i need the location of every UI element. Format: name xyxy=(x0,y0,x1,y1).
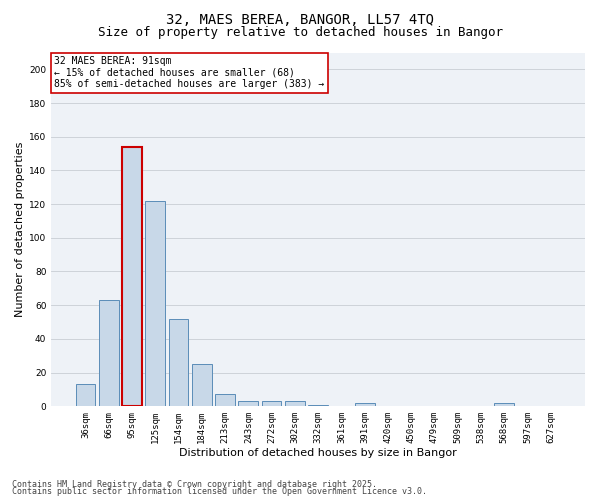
Text: Contains public sector information licensed under the Open Government Licence v3: Contains public sector information licen… xyxy=(12,487,427,496)
Bar xyxy=(215,394,235,406)
Text: Size of property relative to detached houses in Bangor: Size of property relative to detached ho… xyxy=(97,26,503,39)
Bar xyxy=(99,300,119,406)
Bar xyxy=(169,318,188,406)
Bar xyxy=(122,147,142,406)
Bar xyxy=(192,364,212,406)
Bar xyxy=(355,403,374,406)
Bar xyxy=(494,403,514,406)
Text: Contains HM Land Registry data © Crown copyright and database right 2025.: Contains HM Land Registry data © Crown c… xyxy=(12,480,377,489)
Bar xyxy=(145,200,165,406)
Bar xyxy=(285,401,305,406)
Bar xyxy=(238,401,258,406)
Text: 32 MAES BEREA: 91sqm
← 15% of detached houses are smaller (68)
85% of semi-detac: 32 MAES BEREA: 91sqm ← 15% of detached h… xyxy=(54,56,324,89)
Text: 32, MAES BEREA, BANGOR, LL57 4TQ: 32, MAES BEREA, BANGOR, LL57 4TQ xyxy=(166,12,434,26)
Bar xyxy=(308,404,328,406)
X-axis label: Distribution of detached houses by size in Bangor: Distribution of detached houses by size … xyxy=(179,448,457,458)
Bar xyxy=(76,384,95,406)
Bar xyxy=(262,401,281,406)
Y-axis label: Number of detached properties: Number of detached properties xyxy=(15,142,25,317)
